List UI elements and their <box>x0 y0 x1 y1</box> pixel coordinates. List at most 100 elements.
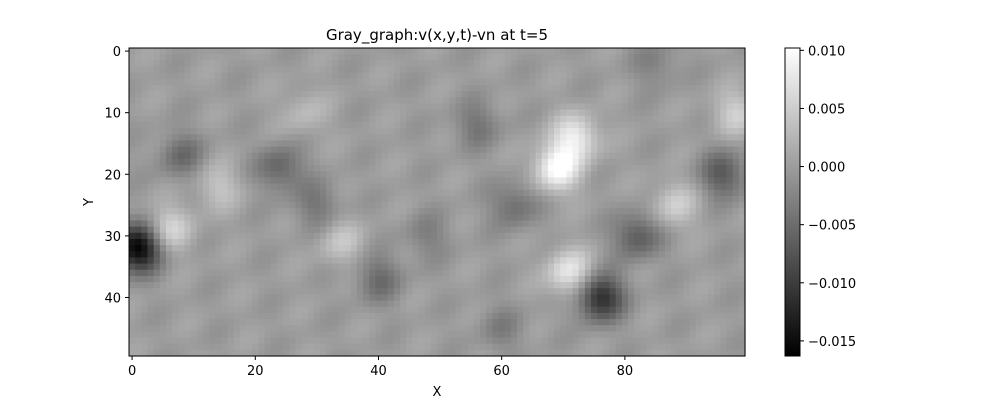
heatmap-cell <box>246 97 253 105</box>
heatmap-cell <box>627 54 635 61</box>
heatmap-cell <box>529 72 537 80</box>
heatmap-cell <box>603 91 611 98</box>
heatmap-cell <box>141 177 149 185</box>
heatmap-cell <box>233 171 241 178</box>
heatmap-cell <box>738 128 746 135</box>
heatmap-cell <box>313 183 321 191</box>
heatmap-cell <box>246 282 253 289</box>
heatmap-cell <box>701 349 709 357</box>
heatmap-cell <box>560 245 567 252</box>
heatmap-cell <box>406 220 413 228</box>
heatmap-cell <box>221 349 229 357</box>
heatmap-cell <box>400 325 407 332</box>
heatmap-cell <box>467 54 475 61</box>
heatmap-cell <box>492 288 500 295</box>
heatmap-cell <box>701 319 709 326</box>
heatmap-cell <box>159 128 167 135</box>
heatmap-cell <box>165 171 173 178</box>
heatmap-cell <box>701 134 709 141</box>
heatmap-cell <box>289 263 296 271</box>
heatmap-cell <box>319 325 327 332</box>
heatmap-cell <box>283 331 290 339</box>
heatmap-cell <box>381 72 389 80</box>
heatmap-cell <box>455 140 463 148</box>
heatmap-cell <box>172 343 179 351</box>
heatmap-cell <box>609 312 617 320</box>
heatmap-cell <box>523 72 530 80</box>
heatmap-cell <box>227 312 235 320</box>
heatmap-cell <box>165 220 173 228</box>
heatmap-cell <box>615 282 623 289</box>
heatmap-cell <box>572 177 580 185</box>
heatmap-cell <box>726 331 734 339</box>
heatmap-cell <box>621 189 629 197</box>
heatmap-cell <box>190 91 198 98</box>
heatmap-cell <box>634 214 641 222</box>
heatmap-cell <box>356 84 364 92</box>
heatmap-cell <box>689 121 697 129</box>
heatmap-cell <box>233 282 241 289</box>
heatmap-cell <box>621 238 629 246</box>
heatmap-cell <box>307 232 315 240</box>
heatmap-cell <box>449 202 457 209</box>
heatmap-cell <box>621 226 629 234</box>
heatmap-cell <box>671 226 678 234</box>
heatmap-cell <box>437 54 444 61</box>
heatmap-cell <box>695 66 703 74</box>
heatmap-cell <box>141 275 149 283</box>
heatmap-cell <box>178 220 186 228</box>
heatmap-cell <box>289 220 296 228</box>
heatmap-cell <box>547 202 555 209</box>
heatmap-cell <box>615 294 623 302</box>
heatmap-cell <box>492 263 500 271</box>
heatmap-cell <box>677 220 684 228</box>
heatmap-cell <box>498 152 506 160</box>
heatmap-cell <box>584 189 592 197</box>
heatmap-cell <box>406 97 413 105</box>
heatmap-cell <box>554 140 561 148</box>
heatmap-cell <box>283 177 290 185</box>
heatmap-cell <box>307 165 315 172</box>
heatmap-cell <box>400 183 407 191</box>
heatmap-cell <box>356 282 364 289</box>
heatmap-cell <box>634 245 641 252</box>
heatmap-cell <box>689 294 697 302</box>
heatmap-cell <box>603 275 611 283</box>
heatmap-cell <box>350 245 358 252</box>
heatmap-cell <box>695 97 703 105</box>
heatmap-cell <box>591 48 598 55</box>
heatmap-cell <box>708 245 715 252</box>
heatmap-cell <box>430 78 438 86</box>
heatmap-cell <box>529 115 537 123</box>
heatmap-cell <box>412 189 420 197</box>
heatmap-cell <box>295 331 303 339</box>
heatmap-cell <box>492 91 500 98</box>
heatmap-cell <box>430 282 438 289</box>
heatmap-cell <box>714 171 721 178</box>
heatmap-cell <box>252 66 259 74</box>
heatmap-cell <box>547 109 555 117</box>
heatmap-cell <box>560 202 567 209</box>
heatmap-cell <box>541 158 549 166</box>
heatmap-cell <box>190 349 198 357</box>
heatmap-cell <box>400 251 407 259</box>
heatmap-cell <box>129 128 136 135</box>
heatmap-cell <box>572 238 580 246</box>
heatmap-cell <box>178 54 186 61</box>
heatmap-cell <box>350 183 358 191</box>
heatmap-cell <box>270 60 278 68</box>
heatmap-cell <box>313 97 321 105</box>
heatmap-cell <box>658 146 666 154</box>
heatmap-cell <box>640 245 648 252</box>
heatmap-cell <box>264 226 272 234</box>
heatmap-cell <box>338 195 346 203</box>
heatmap-cell <box>597 195 604 203</box>
heatmap-cell <box>270 214 278 222</box>
heatmap-cell <box>443 121 450 129</box>
heatmap-cell <box>319 251 327 259</box>
heatmap-cell <box>301 208 309 215</box>
heatmap-cell <box>732 288 740 295</box>
heatmap-cell <box>246 134 253 141</box>
heatmap-cell <box>658 195 666 203</box>
heatmap-cell <box>424 220 432 228</box>
